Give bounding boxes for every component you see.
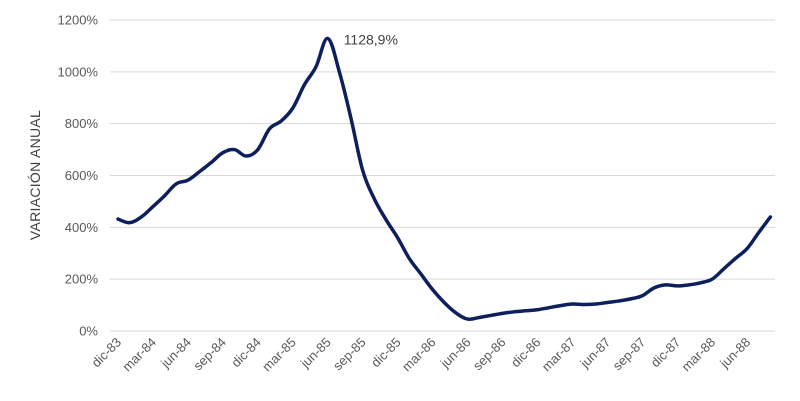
x-tick-label: mar-85 [259, 335, 299, 375]
annotation-layer: 1128,9% [344, 31, 398, 47]
x-tick-label: dic-86 [508, 335, 544, 371]
series-line [116, 36, 773, 322]
y-tick-label: 200% [65, 272, 99, 287]
x-tick-label: dic-84 [228, 335, 264, 371]
x-tick-label: sep-84 [190, 335, 229, 374]
y-tick-label: 1000% [58, 64, 99, 79]
y-tick-label: 1200% [58, 13, 99, 28]
x-tick-label: jun-84 [157, 335, 194, 372]
y-tick-label: 400% [65, 220, 99, 235]
x-tick-label: dic-87 [648, 335, 684, 371]
x-tick-label: mar-87 [539, 335, 579, 375]
y-tick-label: 800% [65, 116, 99, 131]
x-tick-label: mar-88 [679, 335, 719, 375]
x-tick-label: mar-86 [399, 335, 439, 375]
y-axis-ticks: 0% 200% 400% 600% 800% 1000% 1200% [58, 13, 99, 339]
series-layer [116, 36, 773, 322]
x-tick-label: jun-86 [437, 335, 474, 372]
peak-annotation: 1128,9% [344, 31, 398, 47]
x-tick-label: sep-87 [610, 335, 649, 374]
y-tick-label: 600% [65, 168, 99, 183]
x-tick-label: jun-85 [297, 335, 334, 372]
x-tick-label: sep-86 [470, 335, 509, 374]
x-tick-label: mar-84 [119, 335, 159, 375]
x-tick-label: dic-83 [88, 335, 124, 371]
x-tick-label: dic-85 [368, 335, 404, 371]
x-tick-label: sep-85 [330, 335, 369, 374]
y-tick-label: 0% [79, 324, 98, 339]
x-tick-label: jun-87 [577, 335, 614, 372]
gridlines [110, 19, 775, 332]
y-axis-title: VARIACIÓN ANUAL [27, 110, 43, 240]
x-tick-label: jun-88 [716, 335, 753, 372]
